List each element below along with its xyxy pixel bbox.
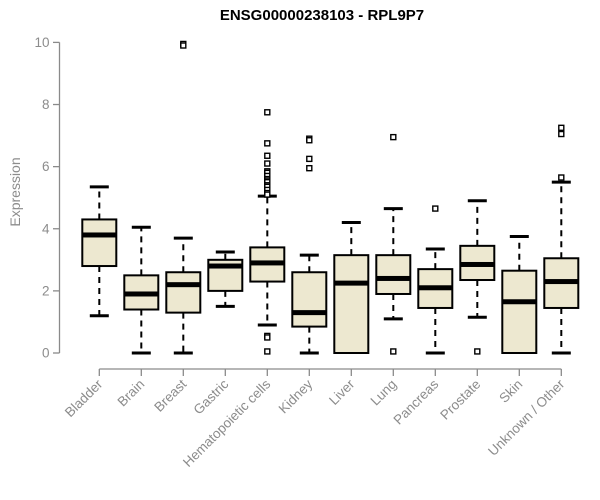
outlier-point <box>264 160 271 167</box>
x-tick-label: Bladder <box>62 376 106 420</box>
outlier-point <box>306 155 313 163</box>
median-line <box>544 279 579 285</box>
iqr-box <box>375 254 412 295</box>
median-line <box>82 232 117 238</box>
x-tick-label: Kidney <box>276 376 316 416</box>
boxplot-hematopoietic-cells <box>249 109 286 355</box>
boxplot-gastric <box>207 250 244 308</box>
outlier-point <box>306 164 313 172</box>
y-tick-label: 2 <box>42 283 50 298</box>
outlier-point <box>558 130 565 138</box>
x-tick-label: Lung <box>368 377 400 409</box>
y-tick-label: 6 <box>42 159 50 174</box>
outlier-point <box>432 205 439 212</box>
boxplot-prostate <box>459 199 496 355</box>
boxplot-pancreas <box>417 205 454 355</box>
iqr-box <box>333 254 370 354</box>
y-tick-label: 8 <box>42 97 50 112</box>
outlier-point <box>264 152 271 159</box>
outlier-point <box>474 348 481 355</box>
median-line <box>376 275 411 281</box>
y-tick-label: 4 <box>42 221 50 236</box>
outlier-point <box>558 174 565 181</box>
boxplot-brain <box>123 225 160 355</box>
x-tick-label: Gastric <box>191 376 232 417</box>
median-line <box>418 285 453 291</box>
outlier-point <box>390 348 397 355</box>
outlier-point <box>306 137 313 144</box>
outlier-point <box>264 109 271 116</box>
boxplot-bladder <box>81 185 118 318</box>
iqr-box <box>291 271 328 328</box>
chart-title: ENSG00000238103 - RPL9P7 <box>219 7 425 24</box>
outlier-point <box>180 42 187 49</box>
boxplot-unknown-other <box>543 124 580 355</box>
y-tick-label: 0 <box>42 346 50 361</box>
boxplot-lung <box>375 133 412 355</box>
median-line <box>250 260 285 266</box>
x-tick-label: Brain <box>115 377 148 410</box>
x-tick-label: Pancreas <box>390 376 441 427</box>
iqr-box <box>501 269 538 355</box>
boxplot-kidney <box>291 135 328 355</box>
iqr-box <box>165 271 202 314</box>
boxplot-skin <box>501 235 538 355</box>
outlier-point <box>558 124 565 132</box>
median-line <box>334 280 369 286</box>
outlier-point <box>264 140 271 147</box>
outlier-point <box>264 191 271 198</box>
x-tick-label: Breast <box>151 376 189 414</box>
boxplot-breast <box>165 40 202 355</box>
x-tick-label: Unknown / Other <box>485 376 568 459</box>
outlier-point <box>264 348 271 355</box>
x-tick-label: Prostate <box>437 377 483 423</box>
median-line <box>292 310 327 316</box>
outlier-point <box>264 334 271 341</box>
iqr-box <box>81 218 118 268</box>
median-line <box>166 282 201 288</box>
outlier-point <box>390 133 397 141</box>
median-line <box>460 261 495 267</box>
y-tick-label: 10 <box>34 35 49 50</box>
boxplot-liver <box>333 221 370 354</box>
x-tick-label: Skin <box>496 377 525 406</box>
median-line <box>502 299 537 305</box>
y-axis-title: Expression <box>7 157 23 227</box>
x-tick-label: Liver <box>326 376 358 408</box>
median-line <box>208 263 243 269</box>
median-line <box>124 291 159 297</box>
